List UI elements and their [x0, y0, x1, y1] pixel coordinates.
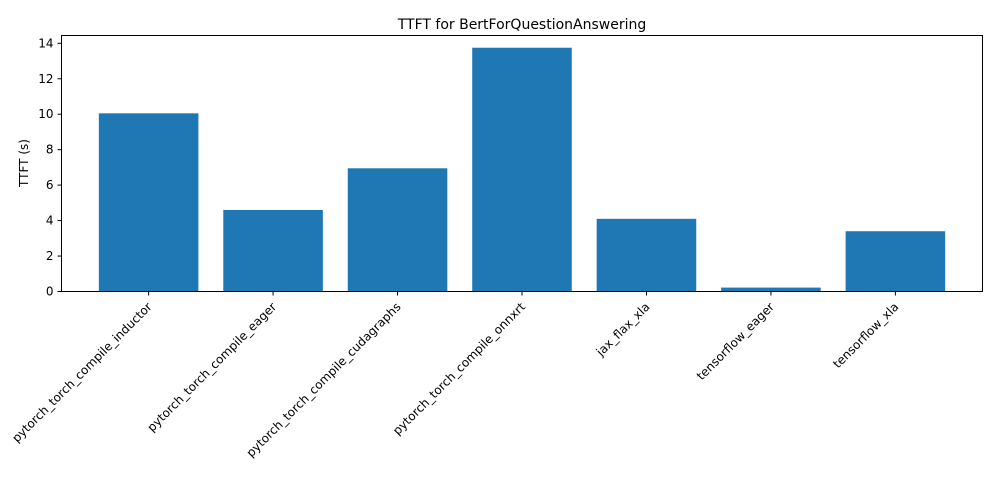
y-tick-label: 0: [46, 285, 54, 299]
y-tick-label: 10: [38, 107, 53, 121]
bar: [596, 218, 697, 292]
bar: [472, 47, 572, 292]
bar: [347, 168, 448, 292]
y-tick-label: 2: [46, 249, 54, 263]
bar: [845, 231, 946, 292]
y-tick-label: 6: [46, 178, 54, 192]
y-tick-label: 14: [38, 36, 53, 50]
bar: [223, 209, 323, 292]
y-tick-label: 8: [46, 143, 54, 157]
bars-group: [98, 47, 946, 292]
bar: [98, 113, 199, 292]
y-ticks-group: 0 2 4 6 8 10 12 14: [38, 36, 62, 299]
chart-title: TTFT for BertForQuestionAnswering: [397, 17, 647, 33]
axes-frame: [61, 35, 983, 292]
y-axis-label: TTFT (s): [17, 139, 31, 188]
y-tick-label: 12: [38, 72, 53, 86]
y-tick-label: 4: [46, 214, 54, 228]
bar: [721, 287, 821, 292]
